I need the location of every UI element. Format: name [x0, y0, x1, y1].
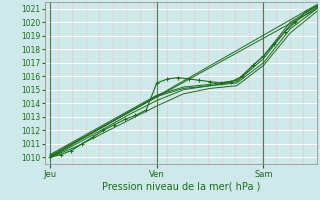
X-axis label: Pression niveau de la mer( hPa ): Pression niveau de la mer( hPa ) — [102, 181, 260, 191]
